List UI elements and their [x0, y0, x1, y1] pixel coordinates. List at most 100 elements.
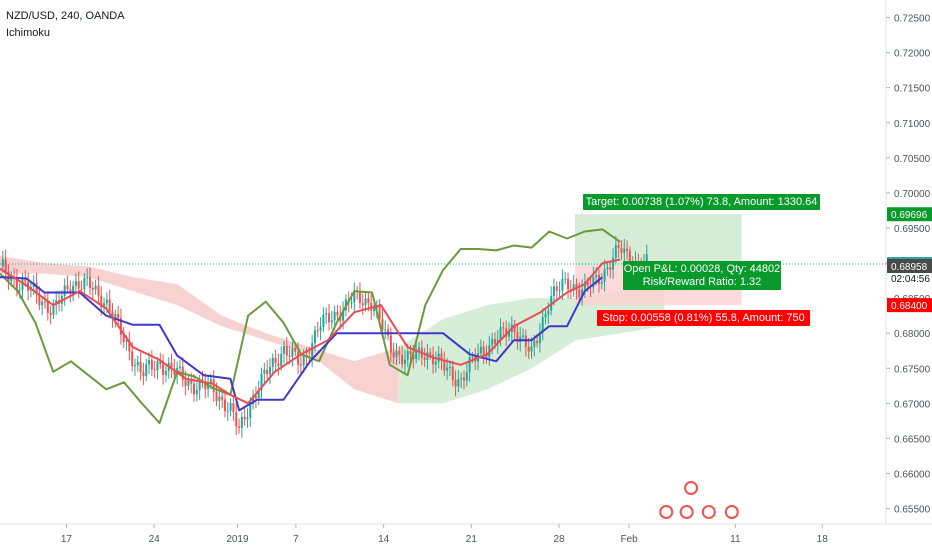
- candle-body: [100, 295, 103, 308]
- y-tick-label: 0.66000: [894, 469, 931, 480]
- target-label-text: Target: 0.00738 (1.07%) 73.8, Amount: 13…: [586, 196, 818, 208]
- candle-body: [440, 353, 443, 361]
- candle-body: [97, 285, 100, 296]
- candle-body: [136, 361, 139, 366]
- candle-body: [353, 290, 356, 303]
- candle-body: [46, 301, 49, 313]
- candle-body: [465, 372, 468, 381]
- candle-body: [479, 346, 482, 354]
- event-flag-icon: [724, 505, 739, 519]
- candle-body: [38, 294, 41, 306]
- candle-body: [66, 285, 69, 290]
- pnl-label-text: Risk/Reward Ratio: 1.32: [643, 276, 762, 288]
- candle-body: [277, 363, 280, 367]
- candle-body: [552, 286, 555, 297]
- candle-body: [80, 288, 83, 290]
- candle-body: [513, 324, 516, 333]
- candle-body: [358, 290, 361, 304]
- candle-body: [288, 355, 291, 357]
- candle-body: [527, 347, 530, 352]
- candle-body: [74, 281, 77, 286]
- candle-body: [603, 269, 606, 282]
- candle-body: [291, 348, 294, 357]
- candle-body: [586, 282, 589, 286]
- indicator-label[interactable]: Ichimoku: [6, 27, 51, 39]
- candle-body: [77, 281, 80, 289]
- candle-body: [164, 370, 167, 375]
- candle-body: [443, 360, 446, 371]
- candle-body: [457, 379, 460, 387]
- candle-body: [316, 330, 319, 332]
- candle-body: [322, 314, 325, 328]
- x-tick-label: 2019: [226, 534, 249, 545]
- candle-body: [260, 373, 263, 391]
- candle-body: [384, 329, 387, 331]
- y-tick-label: 0.66500: [894, 434, 931, 445]
- y-tick-label: 0.68000: [894, 329, 931, 340]
- candle-body: [4, 259, 7, 272]
- candle-body: [485, 354, 488, 358]
- symbol-title[interactable]: NZD/USD, 240, OANDA: [6, 10, 125, 22]
- candle-body: [35, 282, 38, 295]
- candle-body: [434, 361, 437, 365]
- candle-body: [645, 254, 648, 264]
- candle-body: [536, 340, 539, 344]
- y-tick-label: 0.72500: [894, 14, 931, 25]
- candle-body: [285, 346, 288, 356]
- price-tag-text: 0.68958: [891, 262, 928, 273]
- candle-body: [41, 301, 44, 306]
- price-tag-countdown: 02:04:56: [887, 271, 932, 286]
- candle-body: [10, 276, 13, 282]
- candle-body: [105, 299, 108, 304]
- candle-body: [128, 340, 131, 352]
- candle-body: [108, 299, 111, 312]
- candle-body: [142, 372, 145, 376]
- candle-body: [496, 339, 499, 344]
- candle-body: [454, 379, 457, 387]
- y-tick-label: 0.67500: [894, 364, 931, 375]
- candle-body: [18, 289, 21, 291]
- candle-body: [462, 377, 465, 381]
- candle-body: [381, 318, 384, 331]
- candle-body: [378, 306, 381, 319]
- x-tick-label: 14: [378, 534, 390, 545]
- candle-body: [302, 354, 305, 366]
- candle-body: [1, 259, 4, 267]
- candle-body: [395, 350, 398, 358]
- target-label-box: [583, 194, 820, 210]
- candle-body: [162, 364, 165, 375]
- candle-body: [94, 285, 97, 290]
- candle-body: [538, 332, 541, 344]
- candle-body: [238, 426, 241, 428]
- target-zone: [575, 214, 742, 266]
- y-tick-label: 0.70000: [894, 189, 931, 200]
- event-flag-icon: [659, 505, 674, 519]
- candle-body: [145, 364, 148, 376]
- candle-body: [111, 311, 114, 319]
- candle-body: [187, 380, 190, 386]
- y-tick-label: 0.71500: [894, 84, 931, 95]
- candle-body: [249, 403, 252, 418]
- candle-body: [336, 311, 339, 316]
- candle-body: [297, 351, 300, 365]
- candle-body: [148, 360, 151, 365]
- candle-body: [609, 267, 612, 270]
- candle-body: [254, 395, 257, 399]
- candle-body: [401, 354, 404, 365]
- candle-body: [263, 369, 266, 374]
- chikou-span-line: [0, 228, 621, 424]
- ichimoku-cloud-segment: [88, 266, 133, 292]
- candle-body: [212, 379, 215, 392]
- candle-body: [268, 366, 271, 375]
- candle-body: [460, 377, 463, 380]
- candle-body: [114, 314, 117, 319]
- candle-body: [235, 412, 238, 427]
- candle-body: [328, 313, 331, 323]
- x-tick-label: 11: [730, 534, 741, 545]
- candle-body: [448, 367, 451, 369]
- candle-body: [412, 354, 415, 360]
- x-tick-label: 18: [817, 534, 829, 545]
- candle-body: [595, 274, 598, 277]
